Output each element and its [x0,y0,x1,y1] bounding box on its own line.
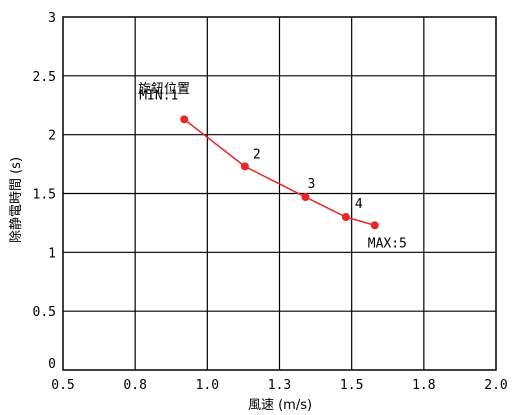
x-tick-label: 0.5 [51,378,74,393]
y-tick-label: 2 [48,129,56,144]
x-tick-label: 1.3 [268,378,291,393]
x-tick-label: 2.0 [484,378,507,393]
x-axis-title: 風速 (m/s) [248,398,312,413]
y-tick-labels: 0 0.5 1 1.5 2 2.5 3 [33,11,56,372]
data-point-label: MAX:5 [368,236,407,251]
x-tick-label: 0.8 [123,378,146,393]
data-point [240,162,249,171]
annotation-knob-position: 旋鈕位置 [138,82,190,97]
x-tick-label: 1.0 [196,378,219,393]
y-tick-label: 1.5 [33,188,56,203]
data-point [301,193,310,202]
y-tick-label: 2.5 [33,70,56,85]
y-tick-label: 1 [48,246,56,261]
data-point-label: 4 [355,197,363,212]
data-point-label: 3 [307,177,315,192]
series-line: MIN:1 2 3 4 MAX:5 [139,88,407,251]
grid [63,17,496,370]
data-point [370,221,379,230]
x-tick-label: 1.8 [412,378,435,393]
data-point-label: 2 [253,147,261,162]
plot-frame [62,16,497,371]
data-point [341,213,350,222]
y-tick-label: 3 [48,11,56,26]
data-point-label: MIN:1 [139,88,178,103]
y-tick-label: 0.5 [33,305,56,320]
y-tick-label: 0 [48,357,56,372]
x-tick-labels: 0.5 0.8 1.0 1.3 1.5 1.8 2.0 [51,378,507,393]
data-point [180,115,189,124]
x-tick-label: 1.5 [340,378,363,393]
y-axis-title: 除静電時間 (s) [9,157,24,243]
